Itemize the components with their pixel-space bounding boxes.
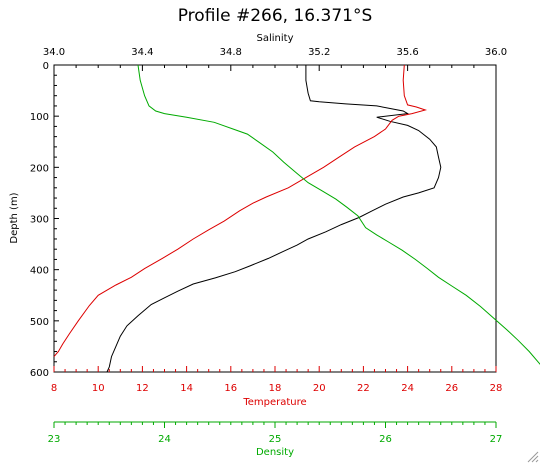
- temperature-tick-label: 12: [136, 383, 149, 394]
- depth-tick-label: 0: [43, 61, 49, 72]
- temperature-tick-label: 20: [313, 383, 326, 394]
- salinity-tick-label: 34.8: [220, 47, 242, 58]
- temperature-tick-label: 28: [490, 383, 503, 394]
- salinity-tick-label: 34.0: [43, 47, 65, 58]
- depth-axis-label: Depth (m): [9, 192, 20, 243]
- plot-frame: [53, 64, 497, 373]
- density-tick-label: 23: [48, 434, 61, 445]
- temperature-tick-label: 16: [224, 383, 237, 394]
- salinity-profile-line: [106, 65, 442, 373]
- salinity-tick-label: 36.0: [485, 47, 507, 58]
- temperature-tick-label: 26: [445, 383, 458, 394]
- density-tick-label: 25: [269, 434, 282, 445]
- salinity-axis-label: Salinity: [257, 33, 294, 44]
- temperature-axis-label: Temperature: [242, 397, 306, 408]
- depth-tick-label: 400: [30, 266, 49, 277]
- temperature-tick-label: 22: [357, 383, 370, 394]
- salinity-tick-label: 35.2: [308, 47, 330, 58]
- ticks-layer: 0 100 200 300 400 500 600 34.0 34.4 34.8 35.2 35.6 3…: [30, 47, 507, 445]
- series-layer: [53, 64, 540, 373]
- depth-tick-label: 200: [30, 163, 49, 174]
- temperature-tick-label: 8: [51, 383, 57, 394]
- depth-tick-label: 500: [30, 317, 49, 328]
- density-tick-label: 26: [379, 434, 392, 445]
- temperature-tick-label: 18: [269, 383, 282, 394]
- temperature-tick-label: 10: [92, 383, 105, 394]
- density-tick-label: 24: [158, 434, 171, 445]
- density-axis-label: Density: [256, 447, 294, 458]
- depth-tick-label: 600: [30, 368, 49, 379]
- temperature-tick-label: 14: [180, 383, 193, 394]
- salinity-tick-label: 35.6: [396, 47, 418, 58]
- density-tick-label: 27: [490, 434, 503, 445]
- depth-tick-label: 100: [30, 112, 49, 123]
- resize-grip-icon[interactable]: [527, 451, 539, 463]
- chart-title: Profile #266, 16.371°S: [178, 6, 373, 26]
- salinity-tick-label: 34.4: [131, 47, 153, 58]
- depth-tick-label: 300: [30, 215, 49, 226]
- density-profile-line: [137, 64, 540, 365]
- temperature-tick-label: 24: [401, 383, 414, 394]
- temperature-profile-line: [53, 64, 428, 357]
